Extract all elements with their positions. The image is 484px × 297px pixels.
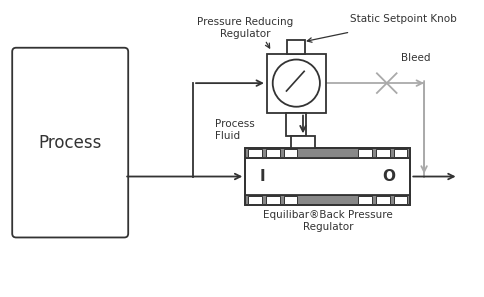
Text: O: O — [382, 169, 395, 184]
Bar — [290, 136, 314, 148]
Bar — [266, 54, 325, 113]
Bar — [265, 196, 279, 204]
Bar — [245, 195, 409, 205]
Bar — [375, 196, 389, 204]
Text: Static Setpoint Knob: Static Setpoint Knob — [349, 14, 456, 24]
Bar — [245, 158, 409, 195]
Text: Pressure Reducing
Regulator: Pressure Reducing Regulator — [197, 17, 293, 39]
Text: Process: Process — [38, 134, 102, 151]
Bar — [358, 196, 371, 204]
Bar — [358, 149, 371, 157]
Circle shape — [272, 59, 319, 107]
Bar — [375, 149, 389, 157]
Bar — [283, 149, 297, 157]
Text: Equilibar®Back Pressure
Regulator: Equilibar®Back Pressure Regulator — [262, 210, 392, 232]
Bar — [248, 196, 261, 204]
Bar — [245, 148, 409, 205]
Bar — [287, 40, 304, 54]
Bar — [248, 149, 261, 157]
Text: I: I — [259, 169, 265, 184]
Bar — [283, 196, 297, 204]
Bar — [245, 148, 409, 158]
Bar — [286, 113, 305, 136]
Text: Process
Fluid: Process Fluid — [214, 119, 254, 140]
FancyBboxPatch shape — [12, 48, 128, 238]
Bar — [393, 149, 407, 157]
Text: Bleed: Bleed — [401, 53, 430, 64]
Bar — [265, 149, 279, 157]
Bar — [393, 196, 407, 204]
